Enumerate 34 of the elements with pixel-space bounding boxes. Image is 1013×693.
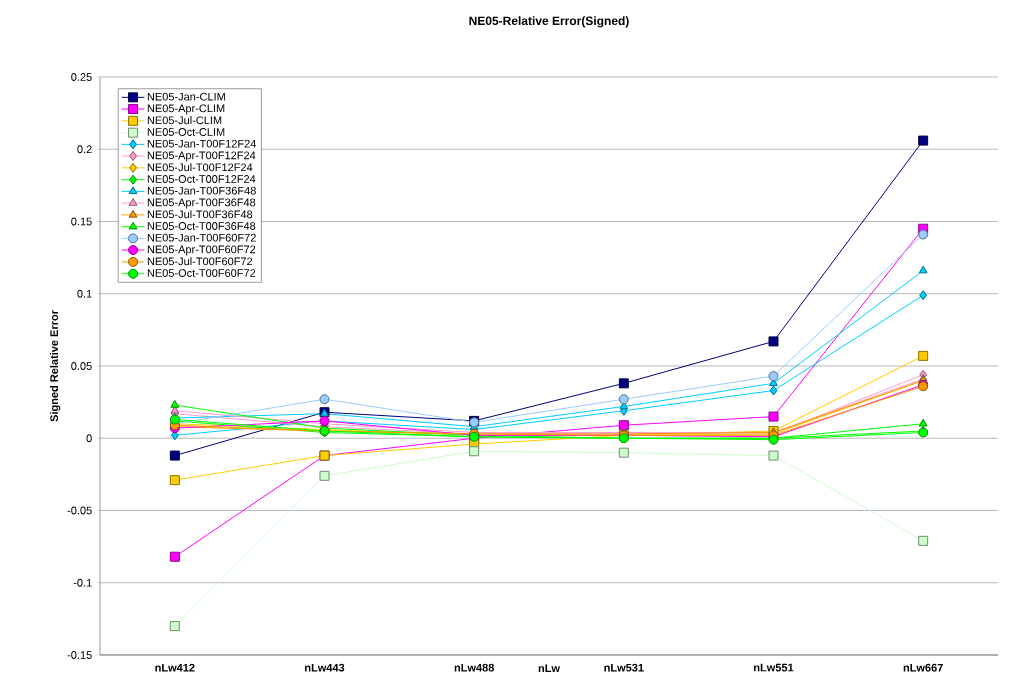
y-tick-label: -0.05 [67,506,92,515]
legend-label: NE05-Oct-T00F60F72 [147,269,256,277]
y-tick-label: 0 [86,434,92,443]
legend-label: NE05-Jul-T00F36F48 [147,210,253,219]
x-tick-label: nLw443 [305,663,345,672]
legend-label: NE05-Jul-CLIM [147,116,222,125]
legend-label: NE05-Jul-T00F60F72 [147,257,253,266]
legend-label: NE05-Jan-T00F12F24 [147,139,257,148]
legend-label: NE05-Oct-T00F12F24 [147,175,256,183]
legend-label: NE05-Jan-T00F36F48 [147,186,256,195]
legend-label: NE05-Oct-T00F36F48 [147,222,256,230]
x-tick-label: nLw412 [155,663,195,672]
legend-label: NE05-Apr-CLIM [147,104,225,115]
legend-label: NE05-Jan-T00F60F72 [147,233,256,242]
y-tick-label: 0.2 [77,145,92,154]
legend-label: NE05-Apr-T00F60F72 [147,245,256,256]
y-tick-label: 0.15 [71,217,92,226]
legend-label: NE05-Jul-T00F12F24 [147,163,253,172]
chart-title: NE05-Relative Error(Signed) [469,16,629,28]
y-tick-label: 0.05 [71,362,92,370]
x-tick-label: nLw531 [604,663,644,672]
legend-label: NE05-Oct-CLIM [147,128,225,136]
y-tick-label: -0.1 [73,578,92,587]
legend-label: NE05-Apr-T00F36F48 [147,198,256,209]
x-tick-label: nLw667 [903,663,943,672]
legend-label: NE05-Jan-CLIM [147,92,225,101]
y-tick-label: -0.15 [67,651,92,659]
legend-label: NE05-Apr-T00F12F24 [147,151,256,162]
y-tick-label: 0.25 [71,73,92,81]
x-tick-label: nLw551 [754,663,794,672]
x-tick-label: nLw488 [454,663,494,672]
y-tick-label: 0.1 [77,289,92,298]
y-axis-title: Signed Relative Error [49,310,61,422]
x-axis-title: nLw [538,664,561,673]
